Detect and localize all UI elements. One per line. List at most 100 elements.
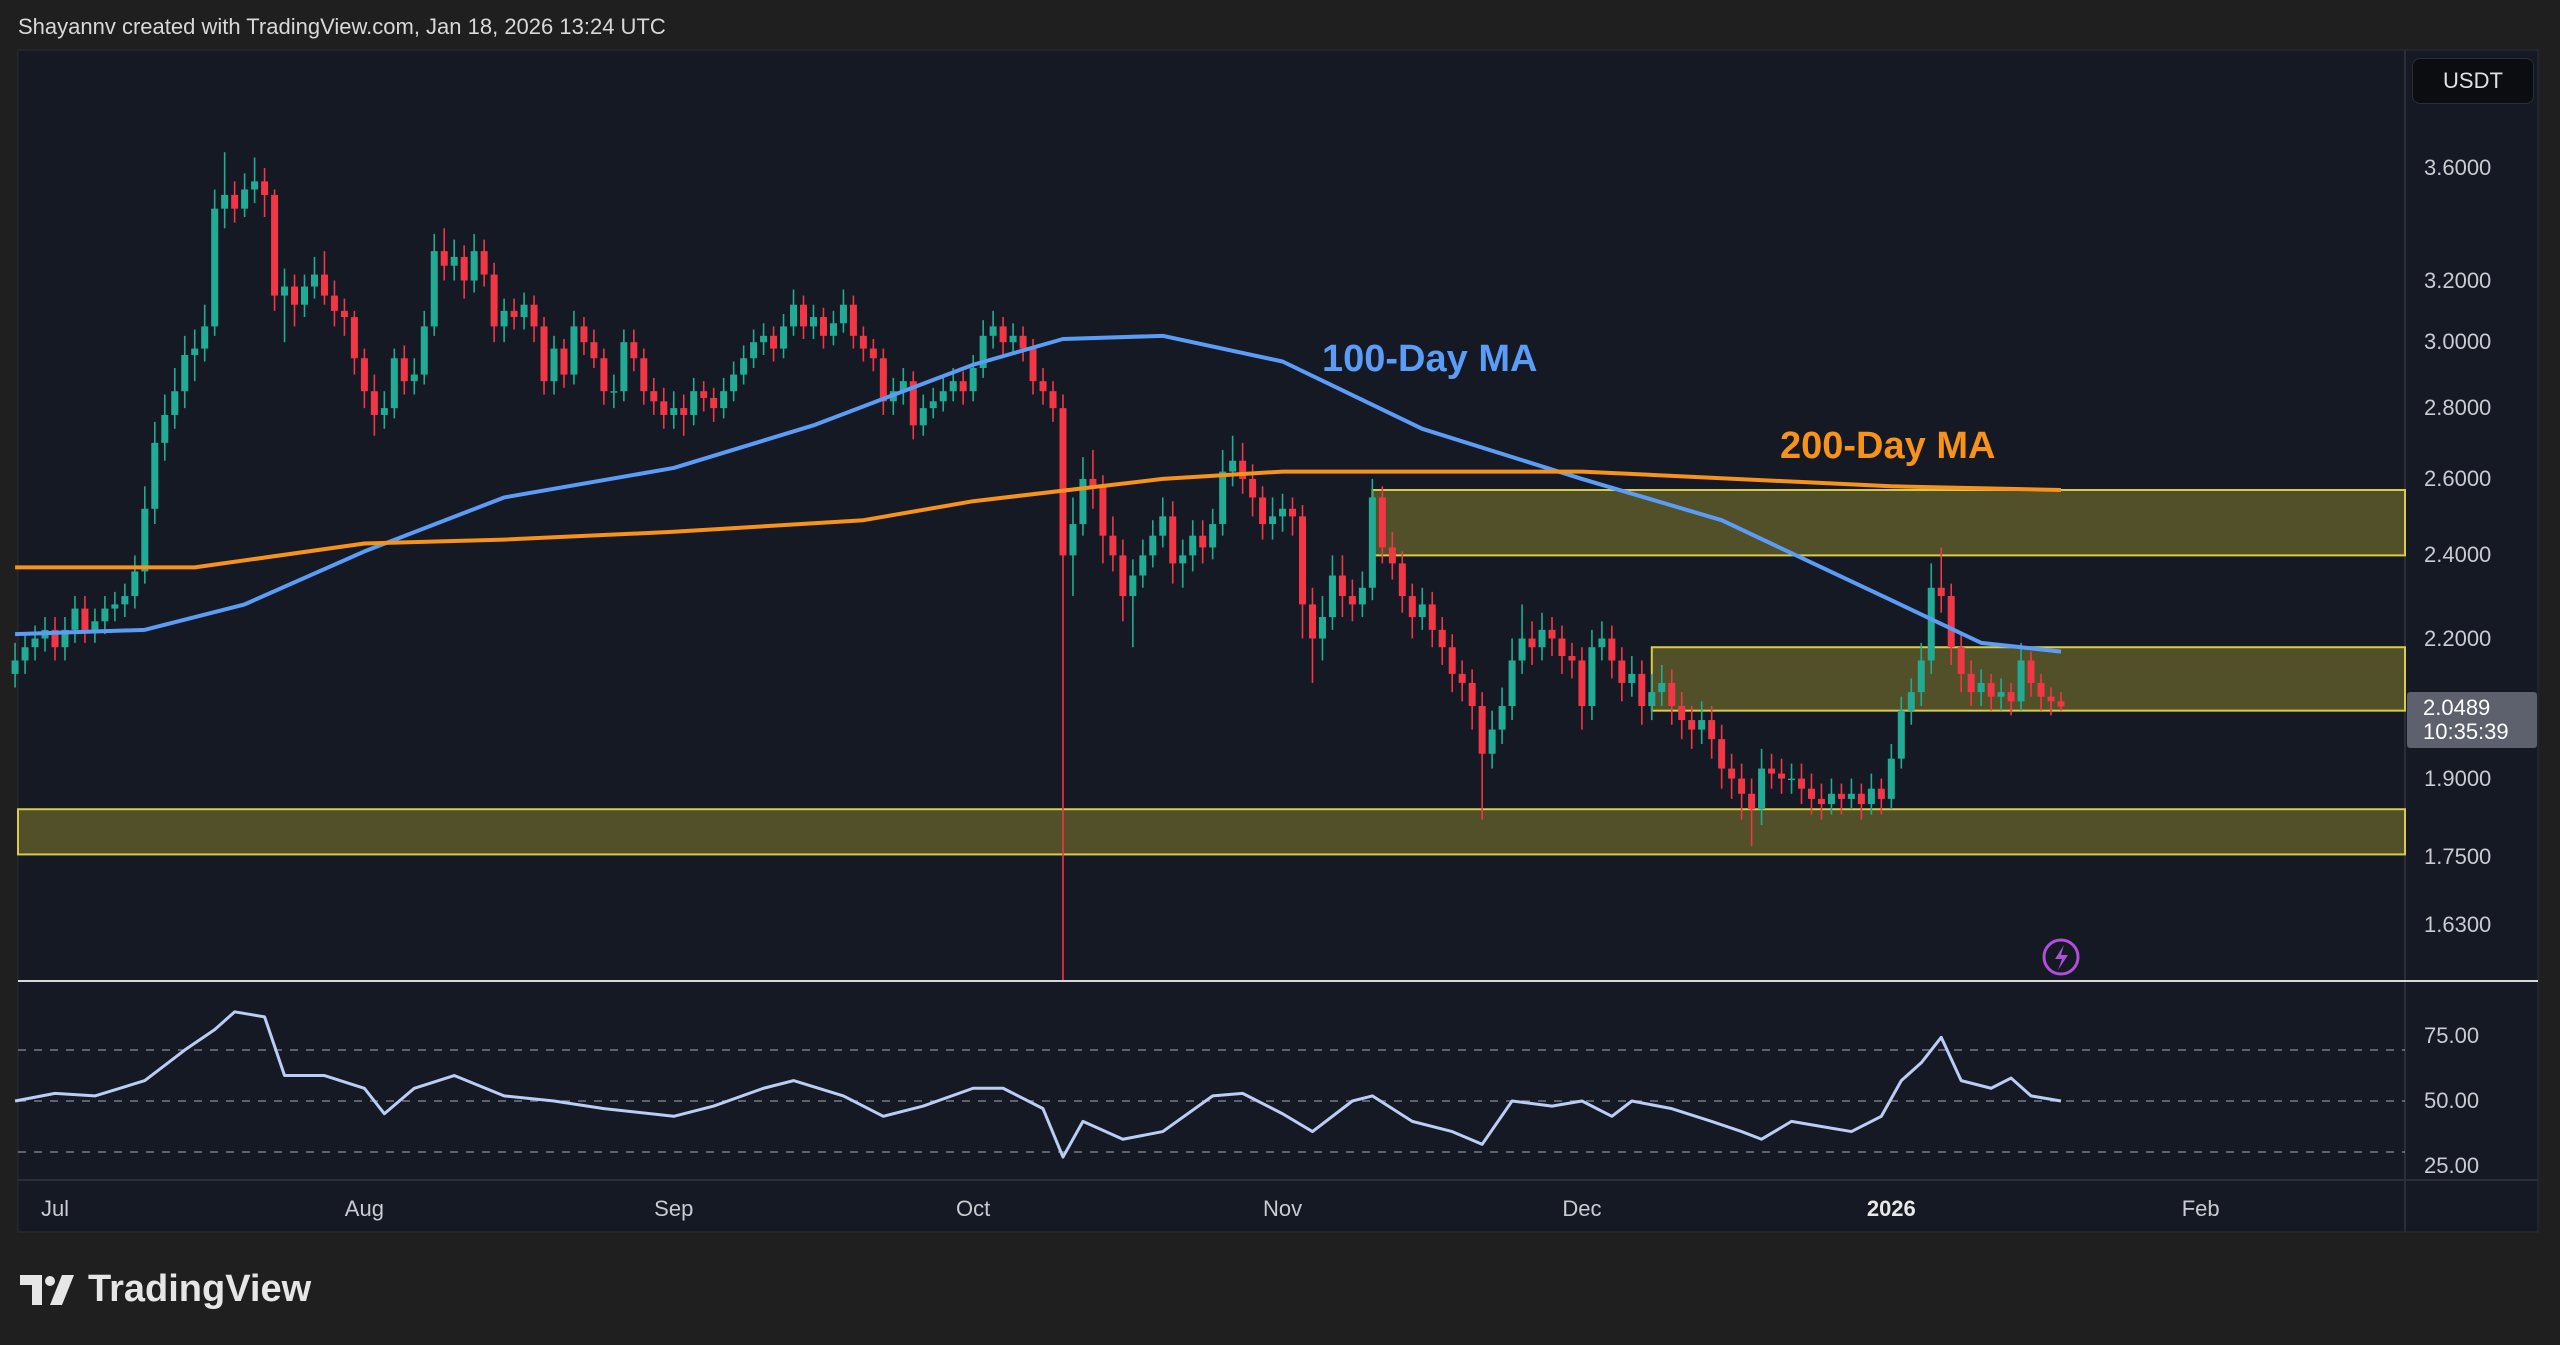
- candle-body: [1059, 408, 1067, 556]
- candle-body: [710, 397, 718, 409]
- candle-body: [2057, 701, 2065, 707]
- candle-body: [899, 381, 907, 392]
- candle-body: [1518, 638, 1526, 661]
- candle: [420, 310, 428, 385]
- candle: [500, 298, 508, 343]
- candle-body: [1388, 547, 1396, 564]
- candle: [251, 157, 259, 204]
- candle: [919, 394, 927, 436]
- candle: [819, 307, 827, 349]
- tradingview-logo[interactable]: TradingView: [20, 1268, 311, 1311]
- candle-body: [71, 608, 79, 630]
- candle: [1259, 486, 1267, 540]
- candle-body: [1099, 486, 1107, 536]
- candle-body: [1528, 638, 1536, 648]
- candle: [909, 371, 917, 440]
- candle: [1758, 748, 1766, 825]
- candle: [1488, 710, 1496, 769]
- candle-body: [989, 326, 997, 336]
- candle: [1857, 783, 1865, 820]
- candle-body: [310, 274, 318, 287]
- candle: [1638, 660, 1646, 725]
- candle: [1867, 773, 1875, 815]
- candle: [1458, 660, 1466, 702]
- candle-body: [1947, 596, 1955, 648]
- candle-body: [1308, 604, 1316, 639]
- candle: [1718, 724, 1726, 789]
- candle: [490, 262, 498, 343]
- candle-body: [610, 391, 618, 393]
- candle-body: [271, 194, 279, 296]
- candle: [241, 173, 249, 218]
- support-resistance-zone-3: [17, 808, 2406, 856]
- candle: [740, 345, 748, 385]
- candle-body: [700, 391, 708, 398]
- currency-button[interactable]: USDT: [2412, 58, 2534, 104]
- candle-body: [181, 355, 189, 392]
- candle-body: [1189, 535, 1197, 556]
- candle-body: [510, 310, 518, 318]
- candle: [1618, 647, 1626, 702]
- candle: [1708, 705, 1716, 759]
- candle: [829, 310, 837, 346]
- candle: [1518, 604, 1526, 674]
- candle: [540, 317, 548, 395]
- candle-body: [1618, 660, 1626, 683]
- candle-body: [1548, 629, 1556, 639]
- candle-body: [1299, 516, 1306, 605]
- candle: [1099, 475, 1107, 564]
- candle: [71, 596, 79, 643]
- candle: [1269, 497, 1277, 540]
- candle-body: [480, 251, 488, 275]
- candle-body: [301, 286, 308, 305]
- candle-body: [251, 181, 259, 190]
- candle-body: [520, 304, 528, 318]
- candle: [291, 274, 299, 327]
- candle-body: [420, 326, 428, 375]
- candle-body: [859, 335, 867, 349]
- candle: [670, 391, 678, 429]
- candle: [1957, 634, 1965, 693]
- candle: [1219, 449, 1227, 536]
- candle: [1089, 449, 1097, 509]
- candle: [380, 391, 388, 429]
- candle-body: [999, 326, 1007, 343]
- candle: [171, 368, 179, 429]
- candle: [590, 329, 598, 369]
- candle-body: [2027, 660, 2035, 683]
- candle: [330, 280, 338, 327]
- candle: [630, 329, 638, 372]
- candle: [1847, 778, 1855, 810]
- candle: [1678, 692, 1686, 740]
- candle-body: [1728, 768, 1736, 779]
- candle-body: [1688, 720, 1696, 730]
- candle-body: [450, 256, 458, 266]
- candle-body: [121, 596, 129, 605]
- time-tick: Dec: [1562, 1196, 1602, 1221]
- candle: [800, 295, 807, 340]
- candle: [310, 256, 318, 299]
- candle: [989, 310, 997, 349]
- candle-body: [530, 304, 538, 327]
- candle-body: [909, 381, 917, 426]
- candle-body: [91, 621, 99, 630]
- candle-body: [1029, 348, 1037, 382]
- candle: [1079, 457, 1087, 536]
- candle-body: [1039, 381, 1047, 392]
- candle-body: [1897, 710, 1905, 759]
- candle: [849, 295, 857, 349]
- candle: [1039, 368, 1047, 405]
- tradingview-logo-icon: [20, 1274, 74, 1305]
- alert-lightning-icon[interactable]: [2042, 938, 2080, 976]
- candle-body: [1867, 788, 1875, 805]
- time-tick: Oct: [956, 1196, 991, 1221]
- candle-body: [1488, 729, 1496, 754]
- candle: [1508, 638, 1516, 721]
- candle-body: [1638, 673, 1646, 706]
- candle: [1069, 497, 1077, 597]
- candle: [350, 310, 358, 375]
- candle-body: [600, 358, 608, 392]
- candle-body: [949, 381, 957, 392]
- candle-body: [1927, 587, 1935, 661]
